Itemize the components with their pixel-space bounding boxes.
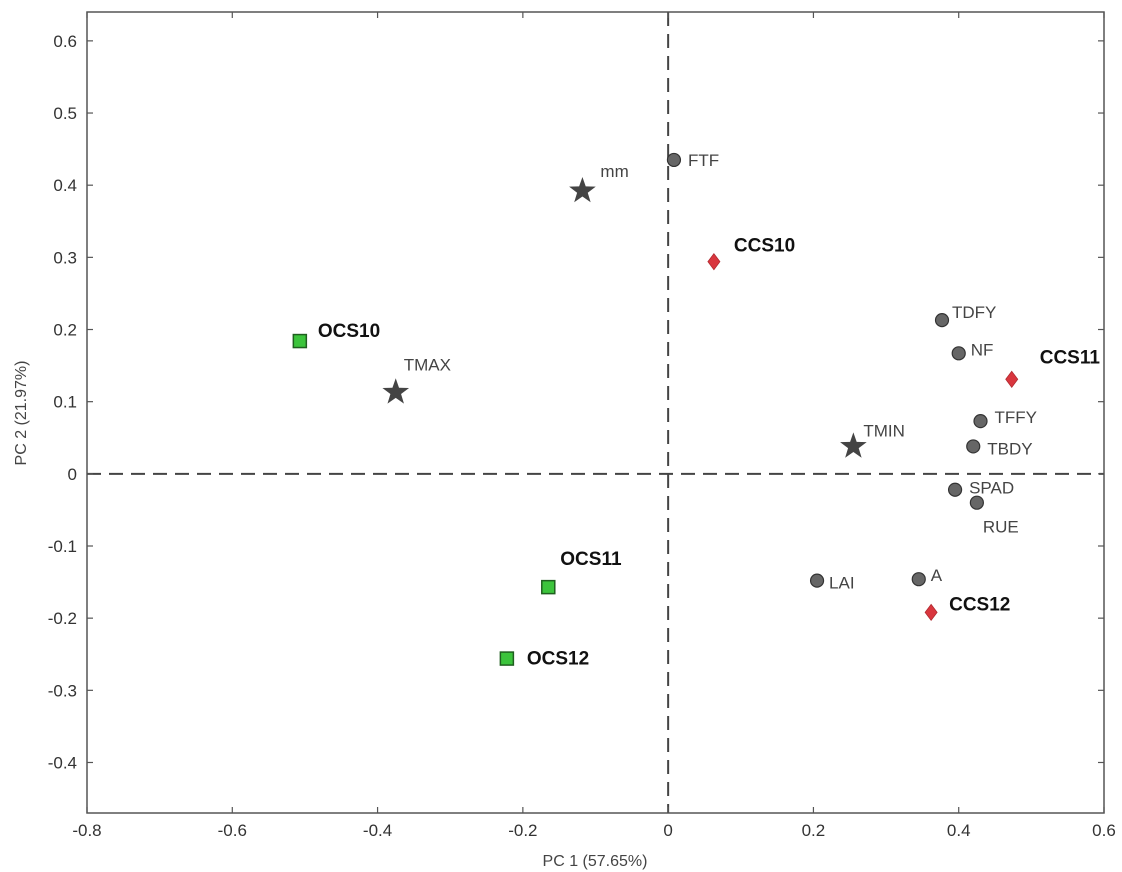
point-tmax-label: TMAX [404, 355, 451, 374]
point-ftf-label: FTF [688, 151, 719, 170]
point-ccs12-marker [924, 603, 938, 622]
point-lai-label: LAI [829, 574, 855, 593]
data-points [292, 152, 1019, 666]
x-tick-label: -0.6 [218, 821, 247, 840]
point-spad-label: SPAD [969, 479, 1014, 498]
point-tbdy-marker [966, 439, 981, 454]
point-spad-marker [947, 482, 963, 497]
point-mm-label: mm [600, 162, 628, 181]
point-a-marker [911, 572, 926, 587]
point-ccs10-marker [707, 253, 721, 271]
x-axis-title: PC 1 (57.65%) [543, 853, 648, 870]
y-tick-label: 0.4 [53, 176, 77, 195]
y-tick-label: 0.1 [53, 393, 77, 412]
x-tick-label: 0.6 [1092, 821, 1116, 840]
point-ftf-marker [666, 152, 682, 168]
point-ccs11-marker [1005, 370, 1019, 388]
point-rue-label: RUE [983, 518, 1019, 537]
point-tbdy-label: TBDY [987, 439, 1032, 458]
y-tick-label: 0 [68, 465, 77, 484]
y-tick-label: -0.2 [48, 609, 77, 628]
point-tdfy-label: TDFY [952, 303, 996, 322]
y-axis-title: PC 2 (21.97%) [13, 361, 30, 466]
y-tick-label: 0.6 [53, 32, 77, 51]
x-tick-label: -0.2 [508, 821, 537, 840]
point-tmin-marker [840, 432, 867, 458]
axis-ticks [86, 12, 1105, 813]
point-ocs11-label: OCS11 [560, 549, 622, 570]
point-ocs12-marker [499, 651, 515, 666]
point-nf-marker [951, 346, 966, 361]
y-tick-label: 0.2 [53, 321, 77, 340]
y-tick-label: -0.3 [48, 681, 77, 700]
point-mm-marker [569, 176, 596, 203]
point-lai-marker [809, 573, 825, 588]
y-tick-label: 0.3 [53, 248, 77, 267]
point-tmin-label: TMIN [863, 421, 905, 440]
point-nf-label: NF [971, 340, 994, 359]
plot-area-frame [86, 11, 1105, 814]
point-ocs10-label: OCS10 [318, 321, 380, 342]
point-ccs11-label: CCS11 [1040, 347, 1101, 368]
point-a-label: A [931, 566, 943, 585]
x-tick-label: -0.4 [363, 821, 392, 840]
point-tffy-marker [973, 414, 988, 429]
axis-tick-labels: -0.8 -0.6 -0.4 -0.2 0 0.2 0.4 0.6 0.6 0.5 0.4 0.3 0.… [48, 32, 1116, 840]
point-ocs11-marker [541, 579, 556, 595]
data-labels: FTF TDFY NF TFFY TBDY SPAD RUE LAI Amm TMAX TMIN CC… [318, 151, 1101, 670]
point-tmax-marker [382, 378, 410, 404]
point-ccs12-label: CCS12 [949, 594, 1010, 615]
x-tick-label: 0 [663, 821, 672, 840]
point-ocs10-marker [292, 333, 308, 349]
point-rue-marker [969, 495, 984, 510]
point-tdfy-marker [934, 313, 950, 328]
x-tick-label: -0.8 [72, 821, 101, 840]
point-ccs10-label: CCS10 [734, 236, 795, 257]
y-tick-label: -0.1 [48, 537, 77, 556]
x-tick-label: 0.4 [947, 821, 971, 840]
point-ocs12-label: OCS12 [527, 649, 589, 670]
y-tick-label: -0.4 [48, 753, 77, 772]
y-tick-label: 0.5 [53, 104, 77, 123]
point-tffy-label: TFFY [995, 408, 1037, 427]
reference-lines [87, 12, 1104, 813]
x-tick-label: 0.2 [802, 821, 826, 840]
